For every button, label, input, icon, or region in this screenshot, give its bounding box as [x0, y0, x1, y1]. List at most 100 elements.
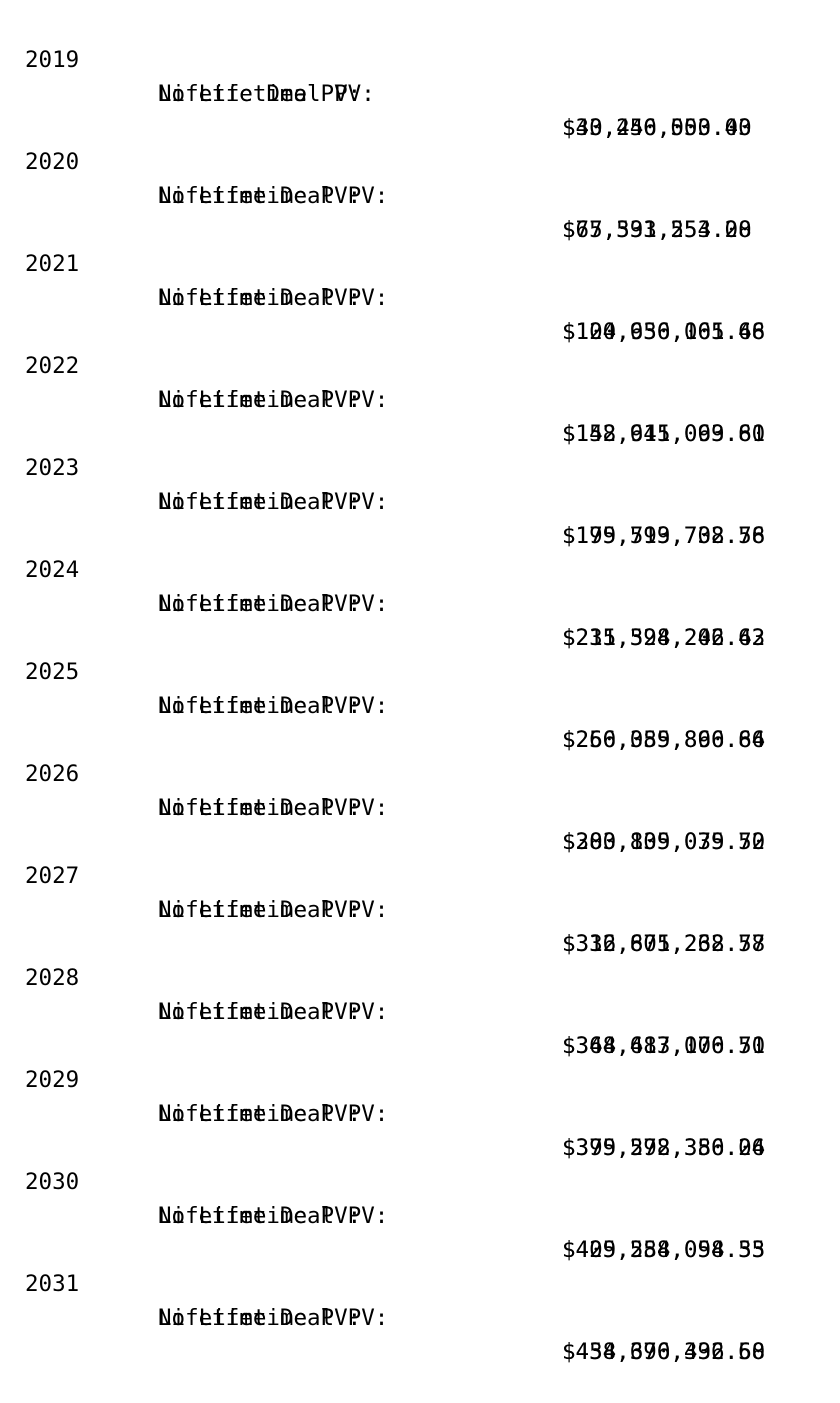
- lifetime-deal-label: Lifetime Deal PV:: [158, 387, 389, 413]
- year-block-2020: 2020 No Lifetime PV: $65,531,553.00 Life…: [25, 111, 825, 243]
- no-lifetime-label: No Lifetime PV:: [158, 81, 362, 107]
- year-label: 2024: [25, 557, 80, 583]
- lifetime-deal-value: $454,670,396.68: [562, 1339, 766, 1365]
- lifetime-deal-value: $231,598,206.62: [562, 625, 766, 651]
- lifetime-deal-label: Lifetime Deal PV:: [158, 489, 389, 515]
- lifetime-deal-label: Lifetime Deal PV:: [158, 285, 389, 311]
- year-block-2028: 2028 No Lifetime PV: $348,413,106.51 Lif…: [25, 927, 825, 1059]
- no-lifetime-line: 2030 No Lifetime PV: $409,284,094.35: [25, 1131, 765, 1263]
- no-lifetime-line: 2020 No Lifetime PV: $65,531,553.00: [25, 111, 752, 243]
- no-lifetime-label: No Lifetime PV:: [158, 999, 362, 1025]
- lifetime-deal-line: Lifetie Deal PV: $40,446,553.43: [25, 43, 752, 141]
- no-lifetime-value: $250,085,896.66: [562, 727, 766, 753]
- lifetime-deal-value: $266,359,860.84: [562, 727, 766, 753]
- lifetime-deal-line: Lifetime Deal PV: $120,930,065.66: [25, 247, 765, 345]
- lifetime-deal-value: $425,558,058.53: [562, 1237, 766, 1263]
- lifetime-deal-value: $300,109,039.70: [562, 829, 766, 855]
- no-lifetime-value: $65,531,553.00: [562, 217, 752, 243]
- year-block-2029: 2029 No Lifetime PV: $379,298,386.06 Lif…: [25, 1029, 825, 1161]
- year-block-2019: 2019 No Lifetime PV: $33,250,000.00 Life…: [25, 9, 825, 141]
- year-block-2026: 2026 No Lifetime PV: $283,835,075.52 Lif…: [25, 723, 825, 855]
- lifetime-deal-value: $77,393,254.28: [562, 217, 752, 243]
- no-lifetime-line: 2019 No Lifetime PV: $33,250,000.00: [25, 9, 752, 141]
- lifetime-deal-line: Lifetime Deal PV: $266,359,860.84: [25, 655, 765, 753]
- lifetime-deal-value: $364,687,070.70: [562, 1033, 766, 1059]
- no-lifetime-value: $215,324,242.43: [562, 625, 766, 651]
- year-label: 2030: [25, 1169, 80, 1195]
- lifetime-deal-label: Lifetime Deal PV:: [158, 693, 389, 719]
- lifetime-deal-line: Lifetime Deal PV: $300,109,039.70: [25, 757, 765, 855]
- year-block-2023: 2023 No Lifetime PV: $179,519,738.58 Lif…: [25, 417, 825, 549]
- no-lifetime-value: $379,298,386.06: [562, 1135, 766, 1161]
- no-lifetime-label: No Lifetime PV:: [158, 387, 362, 413]
- no-lifetime-line: 2021 No Lifetime PV: $104,656,101.48: [25, 213, 765, 345]
- lifetime-deal-value: $40,446,553.43: [562, 115, 752, 141]
- no-lifetime-line: 2023 No Lifetime PV: $179,519,738.58: [25, 417, 765, 549]
- year-label: 2021: [25, 251, 80, 277]
- lifetime-deal-line: Lifetime Deal PV: $231,598,206.62: [25, 553, 765, 651]
- no-lifetime-value: $283,835,075.52: [562, 829, 766, 855]
- lifetime-deal-value: $395,572,350.24: [562, 1135, 766, 1161]
- no-lifetime-value: $104,656,101.48: [562, 319, 766, 345]
- year-block-2030: 2030 No Lifetime PV: $409,284,094.35 Lif…: [25, 1131, 825, 1263]
- no-lifetime-label: No Lifetime PV:: [158, 489, 362, 515]
- no-lifetime-line: 2027 No Lifetime PV: $316,601,268.58: [25, 825, 765, 957]
- lifetime-deal-line: Lifetime Deal PV: $332,875,232.77: [25, 859, 765, 957]
- lifetime-deal-label: Lifetie Deal PV:: [158, 81, 375, 107]
- lifetime-deal-label: Lifetime Deal PV:: [158, 183, 389, 209]
- year-block-2024: 2024 No Lifetime PV: $215,324,242.43 Lif…: [25, 519, 825, 651]
- no-lifetime-label: No Lifetime PV:: [158, 591, 362, 617]
- year-label: 2023: [25, 455, 80, 481]
- lifetime-deal-line: Lifetime Deal PV: $364,687,070.70: [25, 961, 765, 1059]
- lifetime-deal-label: Lifetime Deal PV:: [158, 591, 389, 617]
- year-label: 2026: [25, 761, 80, 787]
- no-lifetime-label: No Lifetime PV:: [158, 285, 362, 311]
- lifetime-deal-line: Lifetime Deal PV: $158,915,063.80: [25, 349, 765, 447]
- no-lifetime-line: 2025 No Lifetime PV: $250,085,896.66: [25, 621, 765, 753]
- year-block-2021: 2021 No Lifetime PV: $104,656,101.48 Lif…: [25, 213, 825, 345]
- year-block-2022: 2022 No Lifetime PV: $142,641,099.61 Lif…: [25, 315, 825, 447]
- lifetime-deal-line: Lifetime Deal PV: $77,393,254.28: [25, 145, 752, 243]
- lifetime-deal-line: Lifetime Deal PV: $195,793,702.76: [25, 451, 765, 549]
- lifetime-deal-label: Lifetime Deal PV:: [158, 1203, 389, 1229]
- lifetime-deal-value: $158,915,063.80: [562, 421, 766, 447]
- lifetime-deal-label: Lifetime Deal PV:: [158, 999, 389, 1025]
- no-lifetime-value: $409,284,094.35: [562, 1237, 766, 1263]
- no-lifetime-line: 2028 No Lifetime PV: $348,413,106.51: [25, 927, 765, 1059]
- no-lifetime-label: No Lifetime PV:: [158, 1101, 362, 1127]
- lifetime-deal-value: $332,875,232.77: [562, 931, 766, 957]
- year-label: 2022: [25, 353, 80, 379]
- no-lifetime-value: $33,250,000.00: [562, 115, 752, 141]
- no-lifetime-label: No Lifetime PV:: [158, 183, 362, 209]
- no-lifetime-label: No Lifetime PV:: [158, 897, 362, 923]
- year-label: 2029: [25, 1067, 80, 1093]
- year-label: 2025: [25, 659, 80, 685]
- year-block-2031: 2031 No Lifetime PV: $438,396,432.50 Lif…: [25, 1233, 825, 1365]
- no-lifetime-line: 2029 No Lifetime PV: $379,298,386.06: [25, 1029, 765, 1161]
- lifetime-deal-label: Lifetime Deal PV:: [158, 795, 389, 821]
- no-lifetime-value: $316,601,268.58: [562, 931, 766, 957]
- year-label: 2027: [25, 863, 80, 889]
- lifetime-deal-label: Lifetime Deal PV:: [158, 897, 389, 923]
- no-lifetime-line: 2031 No Lifetime PV: $438,396,432.50: [25, 1233, 765, 1365]
- year-block-2025: 2025 No Lifetime PV: $250,085,896.66 Lif…: [25, 621, 825, 753]
- lifetime-deal-value: $195,793,702.76: [562, 523, 766, 549]
- year-label: 2028: [25, 965, 80, 991]
- no-lifetime-label: No Lifetime PV:: [158, 795, 362, 821]
- no-lifetime-label: No Lifetime PV:: [158, 693, 362, 719]
- year-label: 2019: [25, 47, 80, 73]
- no-lifetime-line: 2026 No Lifetime PV: $283,835,075.52: [25, 723, 765, 855]
- lifetime-deal-label: Lifetime Deal PV:: [158, 1101, 389, 1127]
- no-lifetime-line: 2024 No Lifetime PV: $215,324,242.43: [25, 519, 765, 651]
- no-lifetime-label: No Lifetime PV:: [158, 1203, 362, 1229]
- no-lifetime-value: $348,413,106.51: [562, 1033, 766, 1059]
- lifetime-deal-line: Lifetime Deal PV: $395,572,350.24: [25, 1063, 765, 1161]
- lifetime-deal-value: $120,930,065.66: [562, 319, 766, 345]
- year-label: 2031: [25, 1271, 80, 1297]
- year-label: 2020: [25, 149, 80, 175]
- no-lifetime-line: 2022 No Lifetime PV: $142,641,099.61: [25, 315, 765, 447]
- lifetime-deal-line: Lifetime Deal PV: $425,558,058.53: [25, 1165, 765, 1263]
- year-block-2027: 2027 No Lifetime PV: $316,601,268.58 Lif…: [25, 825, 825, 957]
- lifetime-deal-label: Lifetime Deal PV:: [158, 1305, 389, 1331]
- pv-output-listing: 2019 No Lifetime PV: $33,250,000.00 Life…: [25, 9, 825, 1365]
